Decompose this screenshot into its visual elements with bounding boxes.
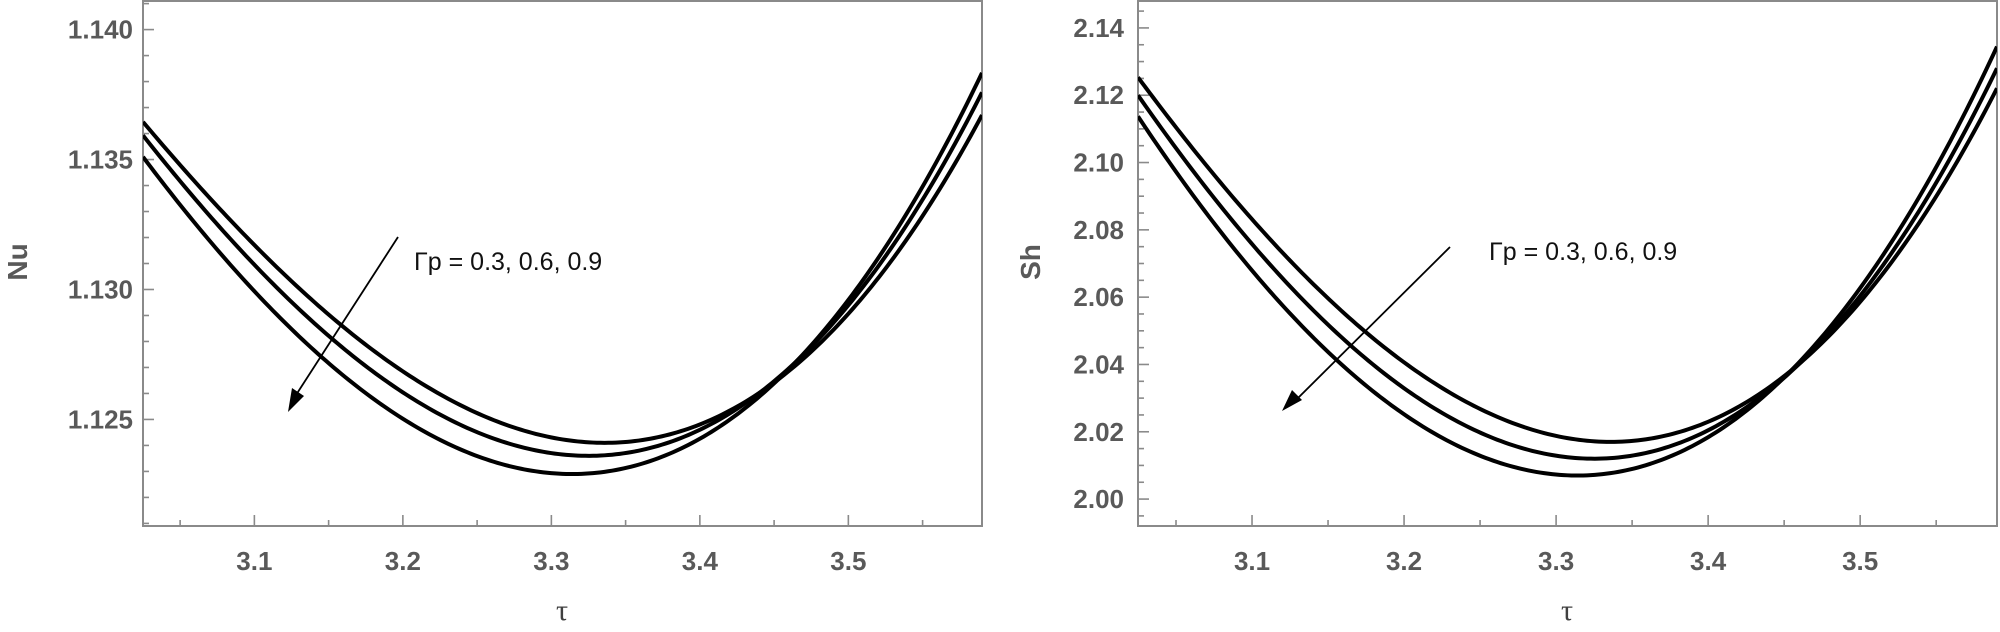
y-tick-label: 2.08 [1073, 215, 1124, 245]
sh-series-line-1 [1138, 76, 1997, 444]
sh-x-tick-labels: 3.1 3.2 3.3 3.4 3.5 [1234, 546, 1878, 576]
sh-trend-arrowhead [1282, 390, 1302, 411]
x-tick-label: 3.3 [533, 546, 569, 576]
nu-y-tick-labels: 1.125 1.130 1.135 1.140 [68, 15, 133, 435]
nu-series-line-2 [143, 91, 982, 458]
x-tick-label: 3.1 [236, 546, 272, 576]
sh-y-tick-labels: 2.00 2.02 2.04 2.06 2.08 2.10 2.12 2.14 [1073, 13, 1124, 514]
y-tick-label: 2.06 [1073, 282, 1124, 312]
sh-axis-ticks [1138, 10, 1937, 526]
y-tick-label: 2.00 [1073, 484, 1124, 514]
sh-series-line-3 [1138, 45, 1997, 478]
sh-chart-panel: 3.1 3.2 3.3 3.4 3.5 2.00 2.02 2.04 2.06 2.08 2.10… [1015, 0, 1998, 627]
y-tick-label: 1.140 [68, 15, 133, 45]
sh-y-axis-label: Sh [1015, 244, 1046, 280]
sh-gamma-annotation: Γp = 0.3, 0.6, 0.9 [1489, 238, 1677, 266]
nu-gamma-annotation: Γp = 0.3, 0.6, 0.9 [414, 248, 602, 276]
y-tick-label: 2.10 [1073, 148, 1124, 178]
nu-trend-arrow [295, 236, 399, 396]
y-tick-label: 1.125 [68, 404, 133, 434]
sh-x-axis-label: τ [1561, 594, 1573, 627]
y-tick-label: 2.04 [1073, 349, 1124, 379]
y-tick-label: 1.135 [68, 145, 133, 175]
x-tick-label: 3.5 [830, 546, 866, 576]
x-tick-label: 3.3 [1538, 546, 1574, 576]
sh-trend-arrow [1297, 246, 1451, 399]
x-tick-label: 3.4 [682, 546, 719, 576]
y-tick-label: 2.02 [1073, 417, 1124, 447]
x-tick-label: 3.2 [1386, 546, 1422, 576]
x-tick-label: 3.2 [385, 546, 421, 576]
nu-trend-arrowhead [288, 388, 304, 412]
nu-y-axis-label: Nu [2, 243, 33, 280]
x-tick-label: 3.4 [1690, 546, 1727, 576]
y-tick-label: 1.130 [68, 274, 133, 304]
y-tick-label: 2.12 [1073, 80, 1124, 110]
nu-axis-ticks [143, 2, 924, 526]
x-tick-label: 3.1 [1234, 546, 1270, 576]
x-tick-label: 3.5 [1842, 546, 1878, 576]
nu-x-axis-label: τ [556, 594, 568, 627]
sh-series-line-2 [1138, 67, 1997, 461]
nu-series-line-1 [143, 114, 982, 445]
nu-series-lines [143, 72, 982, 477]
y-tick-label: 2.14 [1073, 13, 1124, 43]
nu-series-line-3 [143, 72, 982, 477]
sh-series-lines [1138, 45, 1997, 478]
nu-x-tick-labels: 3.1 3.2 3.3 3.4 3.5 [236, 546, 866, 576]
